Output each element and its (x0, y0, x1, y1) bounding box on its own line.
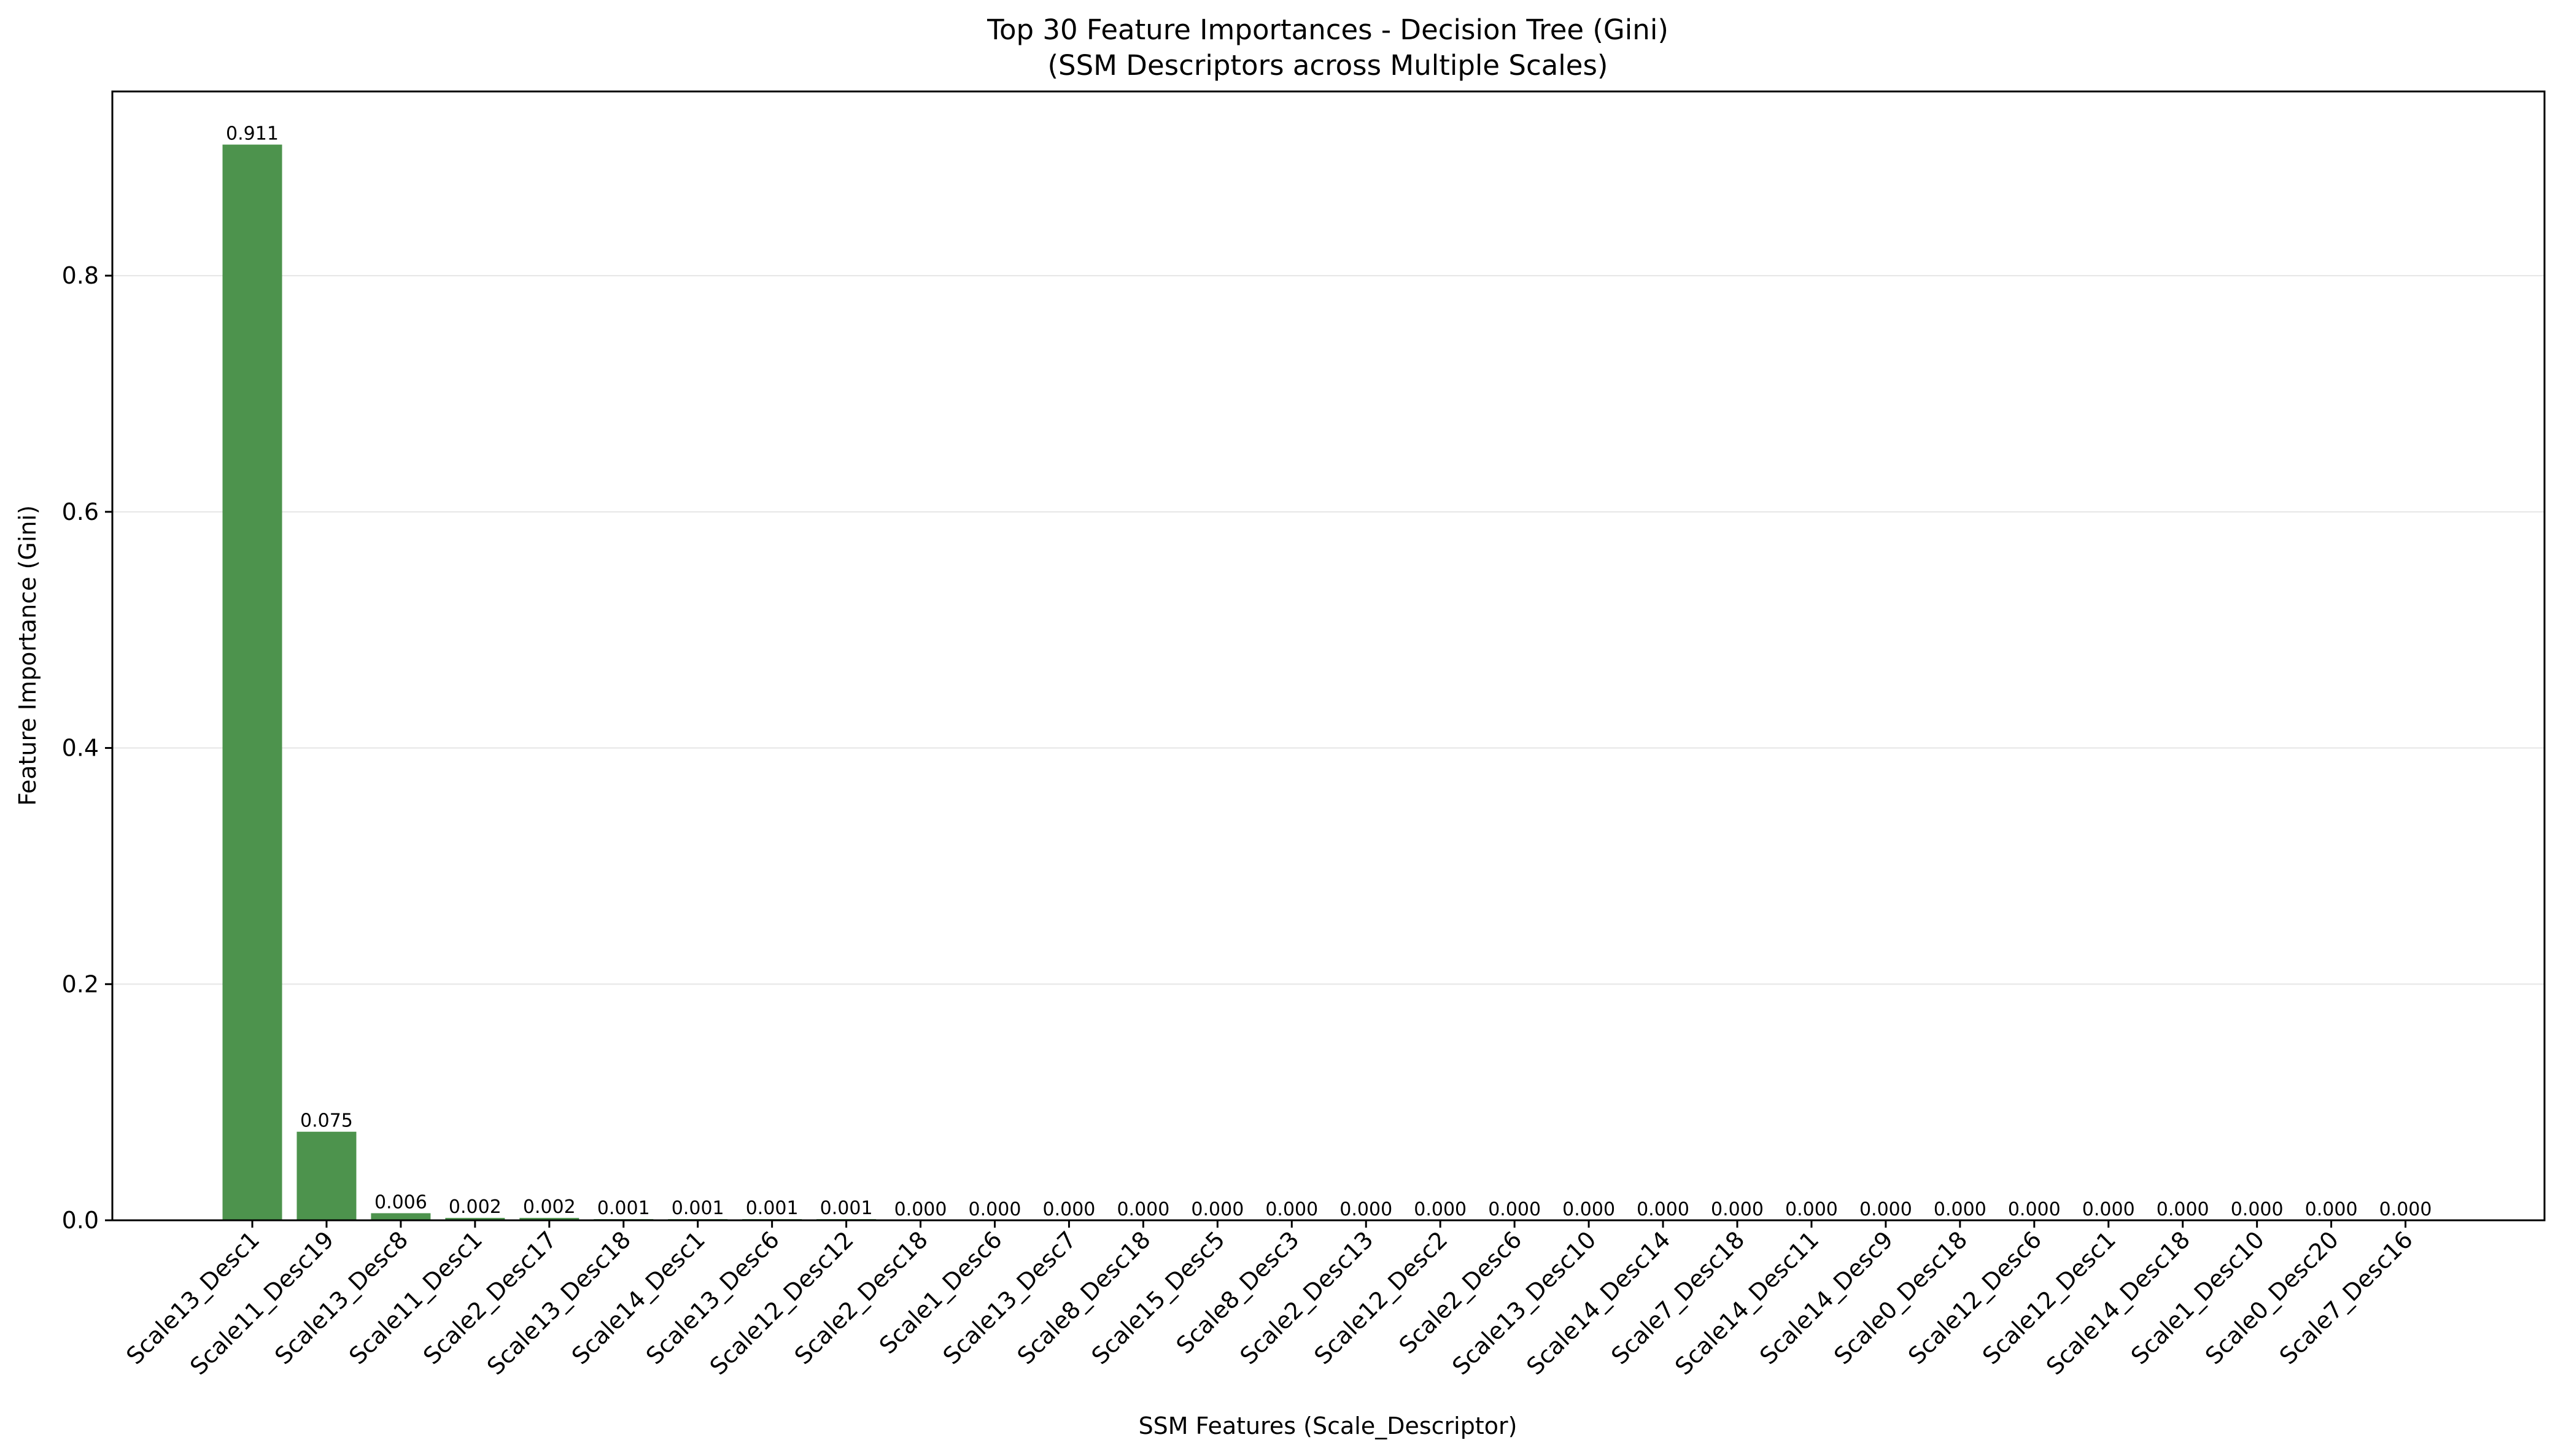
bar-value-label: 0.000 (2157, 1199, 2209, 1220)
y-tick-label: 0.8 (62, 262, 99, 289)
bar-value-label: 0.000 (1711, 1199, 1764, 1220)
bar-value-label: 0.000 (1339, 1199, 1392, 1220)
plot-area-frame (111, 90, 2546, 1222)
bar-value-label: 0.001 (597, 1198, 650, 1219)
bar-value-label: 0.075 (300, 1110, 353, 1132)
bar-value-label: 0.002 (523, 1196, 576, 1218)
bar-value-label: 0.000 (1191, 1199, 1244, 1220)
chart-title: Top 30 Feature Importances - Decision Tr… (986, 14, 1669, 46)
y-tick-label: 0.4 (62, 735, 99, 762)
bar (296, 1131, 357, 1220)
x-axis-label: SSM Features (Scale_Descriptor) (1139, 1412, 1517, 1439)
bar-value-labels: 0.911 0.075 0.006 0.002 0.002 0.001 0.001 0.001… (226, 123, 2432, 1220)
bar-value-label: 0.000 (1488, 1199, 1541, 1220)
y-axis-ticks: 0.0 0.2 0.4 0.6 0.8 (62, 262, 112, 1234)
bar-value-label: 0.000 (1414, 1199, 1467, 1220)
bar-value-label: 0.000 (2082, 1199, 2135, 1220)
y-tick-label: 0.0 (62, 1207, 99, 1234)
bar-value-label: 0.000 (2231, 1199, 2284, 1220)
bar-value-label: 0.000 (2379, 1199, 2432, 1220)
y-axis-label: Feature Importance (Gini) (14, 505, 41, 806)
chart-subtitle: (SSM Descriptors across Multiple Scales) (1047, 49, 1608, 82)
bar-value-label: 0.001 (672, 1198, 724, 1219)
bar-value-label: 0.000 (1785, 1199, 1838, 1220)
bar (519, 1218, 579, 1220)
y-gridlines (112, 275, 2544, 985)
bar-value-label: 0.000 (1043, 1199, 1096, 1220)
bar-value-label: 0.000 (1637, 1199, 1689, 1220)
bar-value-label: 0.000 (2008, 1199, 2061, 1220)
bar-value-label: 0.000 (1562, 1199, 1615, 1220)
bar (371, 1213, 431, 1220)
bar-value-label: 0.000 (969, 1199, 1021, 1220)
bar-value-label: 0.001 (746, 1198, 799, 1219)
bar (445, 1218, 505, 1220)
bar-value-label: 0.000 (1859, 1199, 1912, 1220)
y-tick-label: 0.2 (62, 970, 99, 997)
bar-value-label: 0.001 (820, 1198, 873, 1219)
bar-value-label: 0.000 (1934, 1199, 1986, 1220)
bar-value-label: 0.911 (226, 123, 279, 145)
bar-value-label: 0.000 (2305, 1199, 2358, 1220)
bar-value-label: 0.006 (374, 1191, 427, 1213)
bar (222, 144, 282, 1220)
bar-value-label: 0.000 (1265, 1199, 1318, 1220)
y-tick-label: 0.6 (62, 498, 99, 525)
bar-value-label: 0.000 (1117, 1199, 1169, 1220)
bar-value-label: 0.002 (449, 1196, 502, 1218)
bar-value-label: 0.000 (894, 1199, 947, 1220)
bars (222, 144, 877, 1220)
